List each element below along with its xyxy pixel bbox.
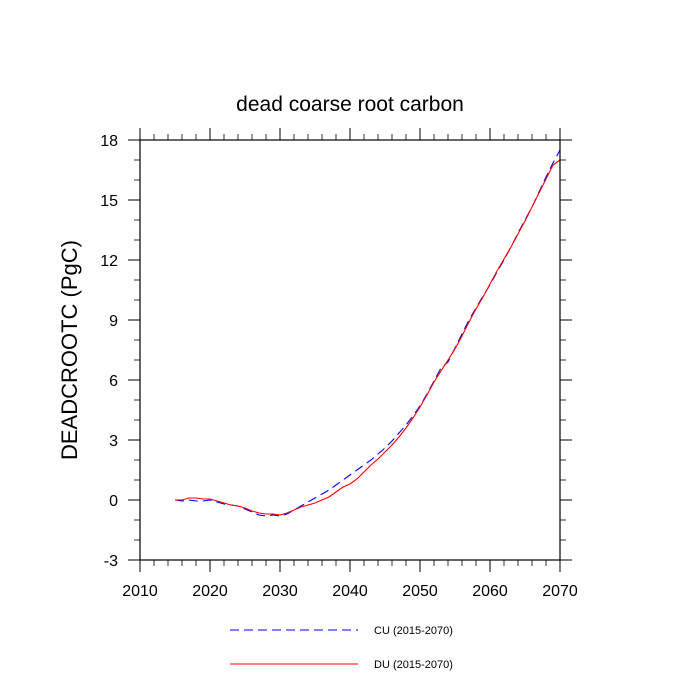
y-tick-label: 0 <box>109 493 118 510</box>
y-axis-label: DEADCROOTC (PgC) <box>57 240 82 460</box>
x-tick-label: 2050 <box>402 583 438 600</box>
x-tick-label: 2070 <box>542 583 578 600</box>
x-tick-label: 2060 <box>472 583 508 600</box>
legend-label-1: CU (2015-2070) <box>374 625 453 637</box>
series-line-2 <box>175 159 561 516</box>
x-tick-label: 2040 <box>332 583 368 600</box>
y-tick-label: 3 <box>109 433 118 450</box>
legend-label-2: DU (2015-2070) <box>374 659 453 671</box>
y-tick-label: 18 <box>100 133 118 150</box>
x-tick-label: 2020 <box>192 583 228 600</box>
legend: CU (2015-2070) DU (2015-2070) <box>230 625 453 671</box>
y-tick-label: -3 <box>104 553 118 570</box>
plot-frame <box>139 139 561 561</box>
ticks-layer: 2010 2020 2030 2040 2050 2060 2070 -3 0 3 6 9 12 15 18 <box>100 128 578 600</box>
y-tick-label: 12 <box>100 253 118 270</box>
series-line-1 <box>174 149 561 517</box>
y-tick-label: 6 <box>109 373 118 390</box>
y-tick-label: 15 <box>100 193 118 210</box>
y-tick-label: 9 <box>109 313 118 330</box>
chart-title: dead coarse root carbon <box>236 93 464 116</box>
x-tick-label: 2010 <box>122 583 158 600</box>
series-layer <box>174 149 561 517</box>
x-tick-label: 2030 <box>262 583 298 600</box>
